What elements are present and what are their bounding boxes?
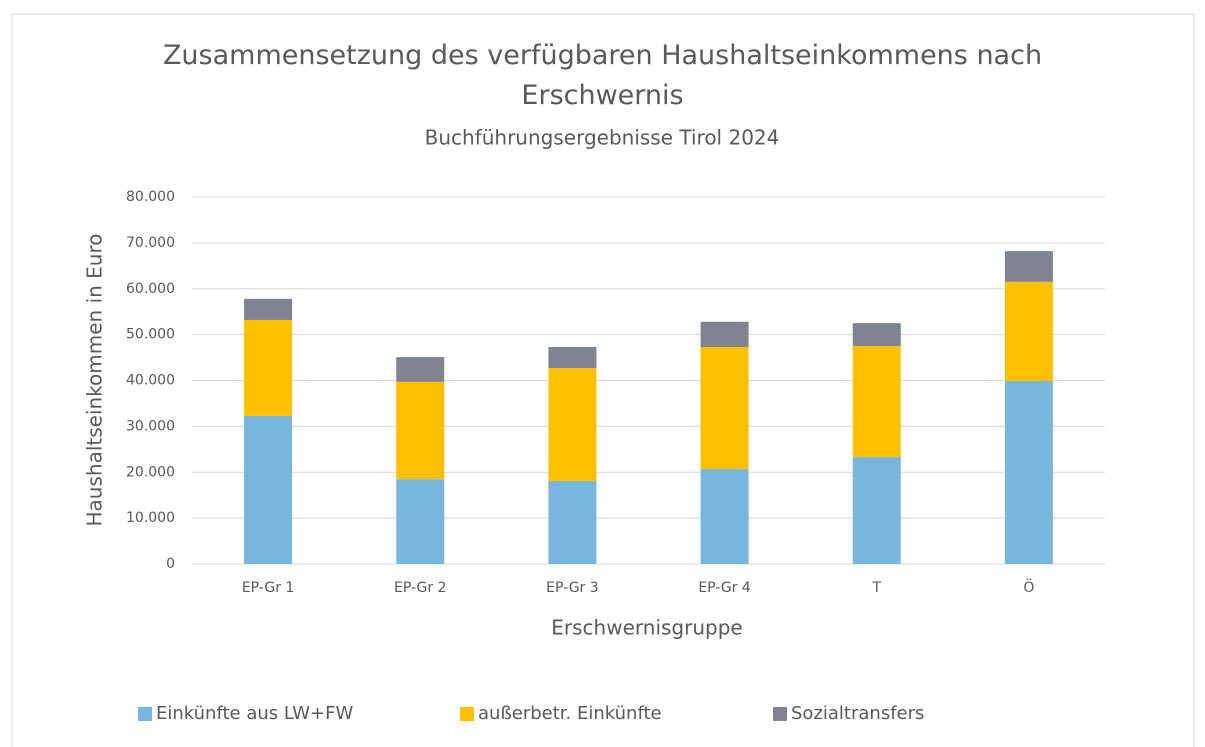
bar-segment: [1004, 380, 1053, 564]
y-tick-label: 20.000: [126, 464, 175, 480]
bar-segment: [700, 347, 749, 470]
legend-swatch: [460, 707, 474, 721]
y-tick-label: 40.000: [126, 373, 175, 389]
legend-swatch: [773, 707, 787, 721]
bar-segment: [548, 347, 597, 369]
bar-segment: [244, 319, 293, 416]
x-tick-label: EP-Gr 4: [698, 580, 751, 596]
chart-title: Zusammensetzung des verfügbaren Haushalt…: [162, 40, 1043, 111]
x-axis-label: Erschwernisgruppe: [551, 616, 742, 640]
bar-segment: [852, 323, 901, 347]
x-tick-label: T: [871, 580, 881, 596]
bar-segment: [244, 298, 293, 320]
chart-border: [11, 13, 1195, 747]
x-tick-label: EP-Gr 1: [242, 580, 295, 596]
y-tick-label: 70.000: [126, 235, 175, 251]
y-tick-label: 30.000: [126, 418, 175, 434]
y-tick-label: 80.000: [126, 189, 175, 205]
bar-segment: [700, 321, 749, 348]
chart-subtitle: Buchführungsergebnisse Tirol 2024: [425, 126, 780, 150]
bar-segment: [852, 346, 901, 458]
y-tick-label: 0: [166, 556, 175, 572]
bar-segment: [548, 368, 597, 481]
bar-segment: [548, 480, 597, 564]
legend-label: außerbetr. Einkünfte: [478, 703, 662, 724]
bar-segment: [244, 415, 293, 564]
x-tick-label: Ö: [1023, 578, 1034, 596]
legend-label: Einkünfte aus LW+FW: [156, 703, 353, 724]
x-tick-label: EP-Gr 2: [394, 580, 447, 596]
y-tick-label: 10.000: [126, 510, 175, 526]
bar-segment: [396, 479, 445, 564]
bar-segment: [396, 381, 445, 480]
bar-segment: [1004, 251, 1053, 282]
legend-label: Sozialtransfers: [791, 703, 924, 724]
legend-swatch: [138, 707, 152, 721]
y-axis-label: Haushaltseinkommen in Euro: [83, 233, 107, 526]
bar-segment: [700, 469, 749, 564]
bar-segment: [852, 457, 901, 564]
x-tick-label: EP-Gr 3: [546, 580, 599, 596]
y-tick-label: 50.000: [126, 327, 175, 343]
bar-segment: [396, 357, 445, 382]
bar-segment: [1004, 281, 1053, 381]
y-tick-label: 60.000: [126, 281, 175, 297]
